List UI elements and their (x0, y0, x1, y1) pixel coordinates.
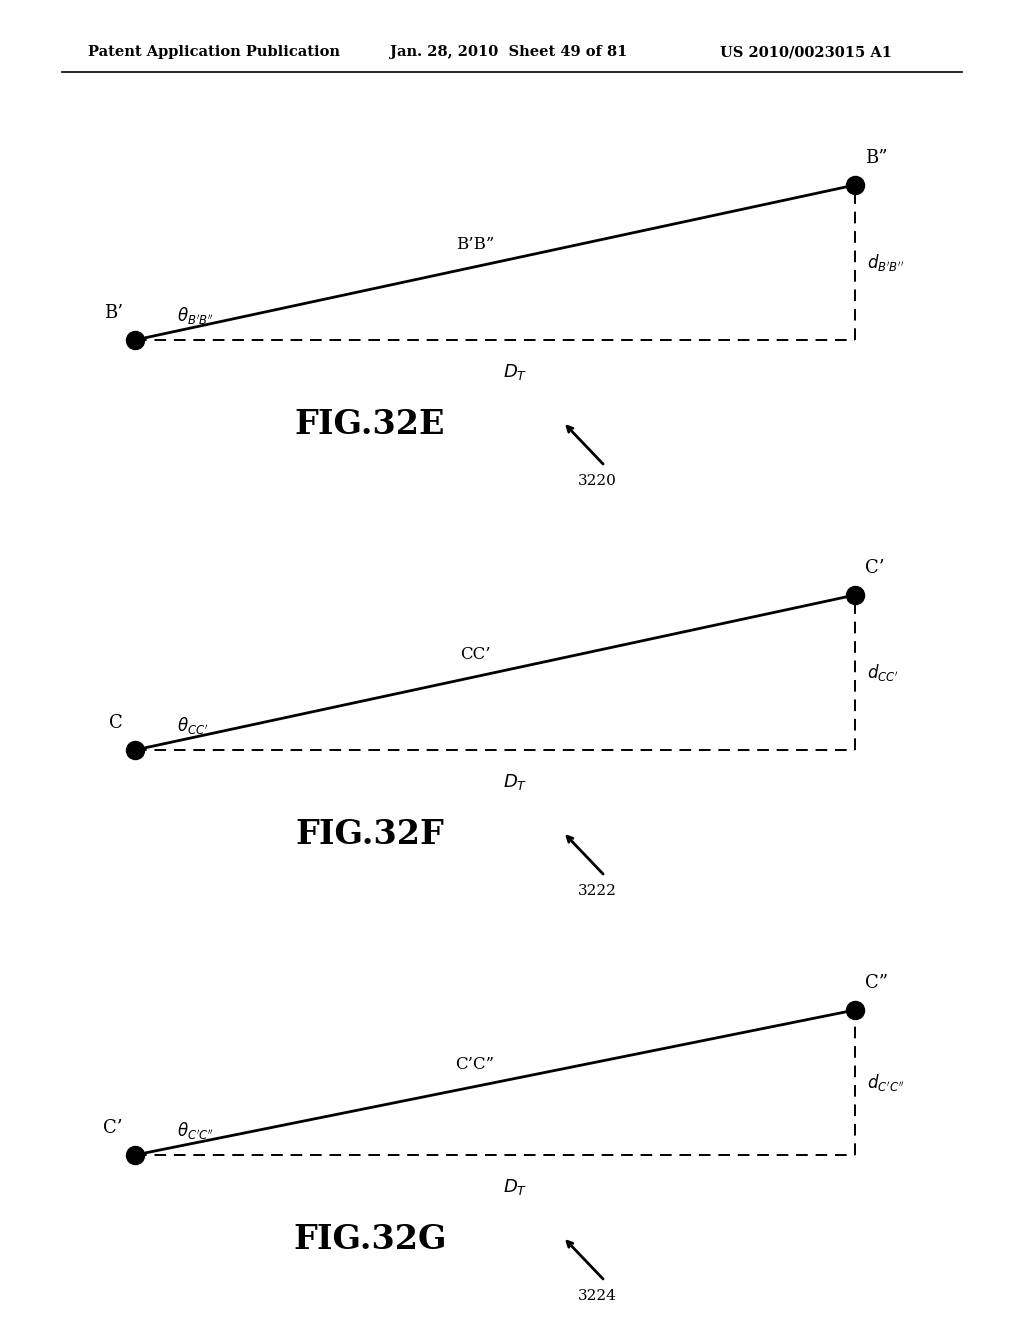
Text: B’B”: B’B” (456, 236, 495, 253)
Text: C’C”: C’C” (456, 1056, 495, 1073)
Text: $\theta_{B'B''}$: $\theta_{B'B''}$ (177, 305, 214, 326)
Text: $d_{C'C''}$: $d_{C'C''}$ (867, 1072, 904, 1093)
Text: FIG.32F: FIG.32F (296, 818, 444, 851)
Text: C’: C’ (103, 1119, 123, 1137)
Text: US 2010/0023015 A1: US 2010/0023015 A1 (720, 45, 892, 59)
Text: 3220: 3220 (578, 474, 616, 488)
Text: $D_T$: $D_T$ (503, 772, 527, 792)
Text: FIG.32E: FIG.32E (295, 408, 445, 441)
Text: C”: C” (865, 974, 888, 993)
Text: B’: B’ (103, 304, 123, 322)
Text: C: C (110, 714, 123, 733)
Text: $D_T$: $D_T$ (503, 362, 527, 381)
Text: 3224: 3224 (578, 1290, 616, 1303)
Text: $d_{B'B''}$: $d_{B'B''}$ (867, 252, 904, 273)
Text: FIG.32G: FIG.32G (293, 1224, 446, 1257)
Text: Patent Application Publication: Patent Application Publication (88, 45, 340, 59)
Text: Jan. 28, 2010  Sheet 49 of 81: Jan. 28, 2010 Sheet 49 of 81 (390, 45, 628, 59)
Text: B”: B” (865, 149, 888, 168)
Text: C’: C’ (865, 558, 885, 577)
Text: 3222: 3222 (578, 884, 616, 898)
Text: $d_{CC'}$: $d_{CC'}$ (867, 663, 899, 682)
Text: $\theta_{C'C''}$: $\theta_{C'C''}$ (177, 1119, 214, 1140)
Text: CC’: CC’ (460, 645, 490, 663)
Text: $\theta_{CC'}$: $\theta_{CC'}$ (177, 715, 209, 737)
Text: $D_T$: $D_T$ (503, 1177, 527, 1197)
